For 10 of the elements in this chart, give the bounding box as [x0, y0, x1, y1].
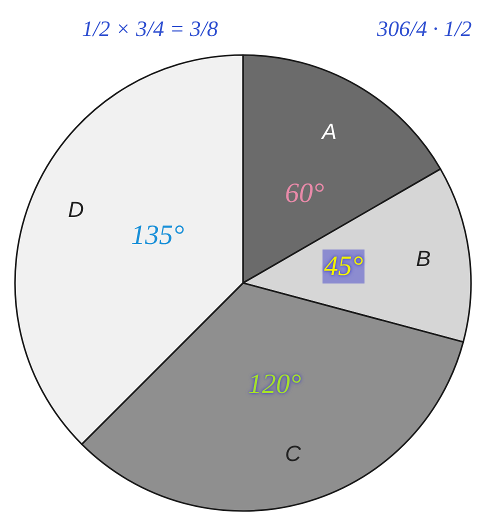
data-label: 60°: [285, 178, 324, 209]
data-label: 45°: [324, 251, 364, 282]
slice-label: D: [68, 197, 84, 222]
data-label: 135°: [131, 220, 184, 251]
slice-label: C: [285, 441, 301, 466]
text: 306/4 · 1/2: [376, 16, 472, 41]
text: 1/2 × 3/4 = 3/8: [82, 16, 218, 41]
slice-label: A: [320, 119, 337, 144]
data-label: 120°: [248, 369, 302, 400]
slice-label: B: [416, 246, 431, 271]
